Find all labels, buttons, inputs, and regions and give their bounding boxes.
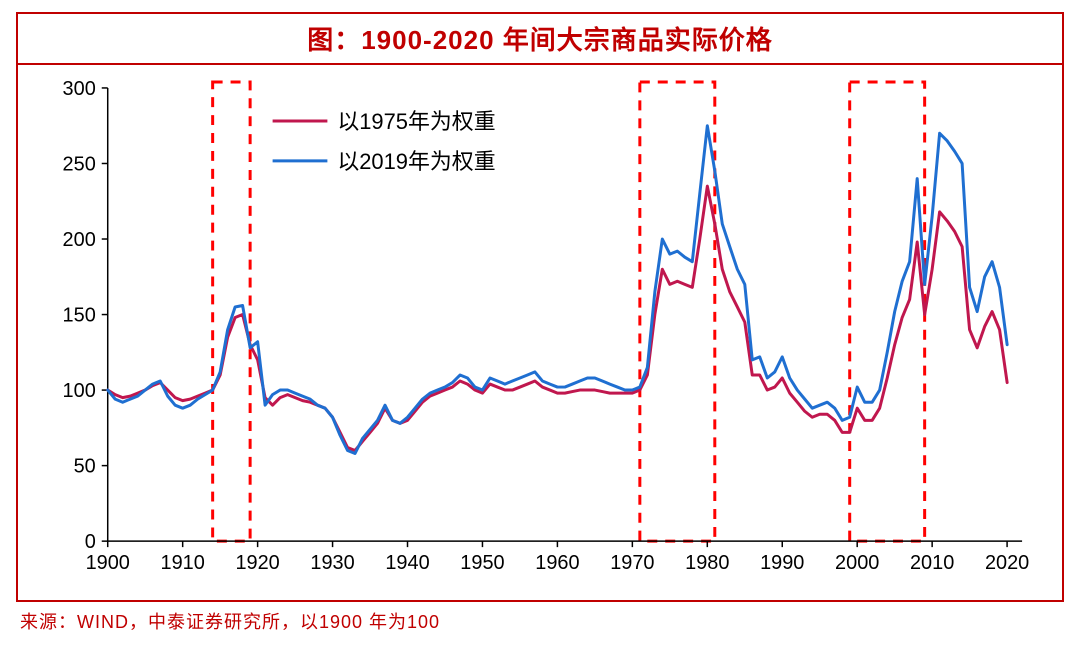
x-tick-label: 1940 [385,552,429,574]
source-note: 来源：WIND，中泰证券研究所，以1900 年为100 [16,602,1064,634]
x-tick-label: 1910 [161,552,205,574]
y-tick-label: 50 [74,456,96,478]
y-tick-label: 150 [63,305,96,327]
y-tick-label: 0 [85,531,96,553]
x-tick-label: 2020 [985,552,1029,574]
x-tick-label: 2010 [910,552,954,574]
title-bar: 图：1900-2020 年间大宗商品实际价格 [18,14,1062,65]
y-tick-label: 200 [63,229,96,251]
chart-border: 图：1900-2020 年间大宗商品实际价格 0 50 100 150 200 250 30… [16,12,1064,602]
y-tick-label: 250 [63,153,96,175]
y-tick-label: 100 [63,380,96,402]
x-tick-label: 1980 [685,552,729,574]
y-tick-label: 300 [63,78,96,100]
x-tick-label: 1990 [760,552,804,574]
chart-title: 图：1900-2020 年间大宗商品实际价格 [307,25,773,55]
x-tick-label: 1900 [86,552,130,574]
legend-label: 以1975年为权重 [337,109,495,134]
x-tick-label: 1930 [310,552,354,574]
legend-label: 以2019年为权重 [337,149,495,174]
x-tick-label: 2000 [835,552,879,574]
chart-area: 0 50 100 150 200 250 300 1900 1910 1920 1930 1940 19… [38,64,1042,590]
x-tick-label: 1950 [460,552,504,574]
x-tick-label: 1920 [235,552,279,574]
line-chart-svg: 0 50 100 150 200 250 300 1900 1910 1920 1930 1940 19… [38,64,1042,590]
x-tick-label: 1960 [535,552,579,574]
chart-frame: 图：1900-2020 年间大宗商品实际价格 0 50 100 150 200 250 30… [0,0,1080,655]
x-tick-label: 1970 [610,552,654,574]
